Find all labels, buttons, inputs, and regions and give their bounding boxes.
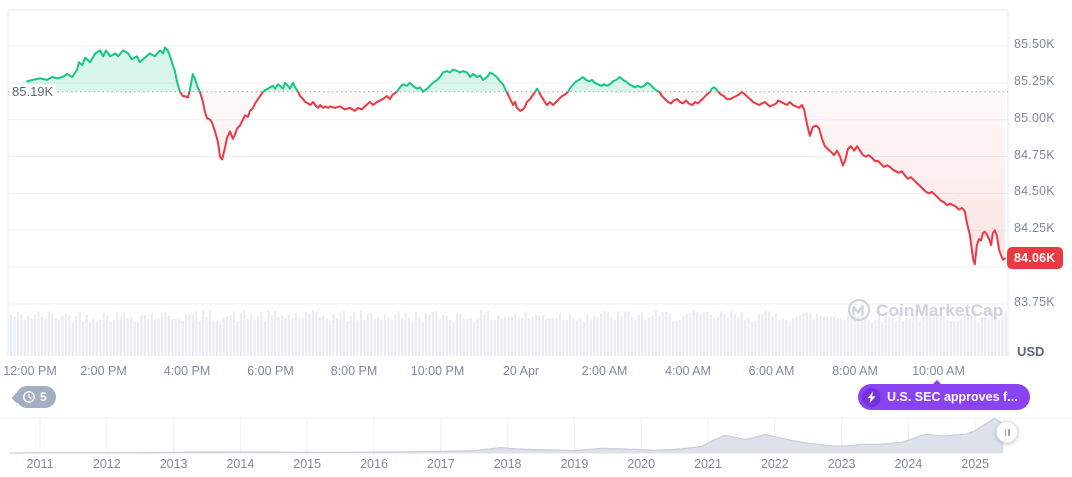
price-line-series <box>8 46 1008 266</box>
x-axis-label: 10:00 AM <box>912 364 965 378</box>
news-event-badge[interactable]: U.S. SEC approves f... <box>858 380 1030 410</box>
x-axis-label: 6:00 PM <box>247 364 294 378</box>
news-event-text: U.S. SEC approves f... <box>887 390 1018 404</box>
gridlines <box>7 9 1009 356</box>
timeline-year-label: 2017 <box>426 457 455 471</box>
y-axis-label: 84.75K <box>1014 147 1055 162</box>
coinmarketcap-watermark: CoinMarketCap <box>847 298 1003 322</box>
y-axis-label: 85.50K <box>1014 37 1055 51</box>
y-axis-label: 84.25K <box>1014 221 1055 236</box>
timeline-year-label: 2025 <box>961 457 990 471</box>
x-axis-label: 8:00 PM <box>330 364 378 378</box>
timeline-year-label: 2013 <box>159 457 188 471</box>
timeline-year-label: 2011 <box>26 457 54 471</box>
x-axis-label: 20 Apr <box>502 364 540 378</box>
price-chart-plot-area[interactable] <box>8 10 1008 356</box>
timeline-navigator <box>0 417 1072 454</box>
y-axis-label: 85.25K <box>1014 73 1055 88</box>
x-axis-label: 10:00 PM <box>410 364 465 378</box>
history-clock-icon <box>22 390 36 404</box>
x-axis-label: 8:00 AM <box>832 364 878 378</box>
timeline-year-label: 2012 <box>92 457 121 471</box>
timeline-year-label: 2019 <box>560 457 589 471</box>
timeline-brush-area[interactable] <box>8 418 1008 454</box>
timeline-year-label: 2014 <box>226 457 255 471</box>
timeline-drag-handle[interactable] <box>996 421 1018 443</box>
timeline-year-label: 2020 <box>627 457 656 471</box>
y-axis-label: 84.50K <box>1014 184 1055 199</box>
x-axis-label: 12:00 PM <box>3 364 57 378</box>
lightning-icon <box>862 387 881 407</box>
timeline-year-label: 2015 <box>293 457 322 471</box>
annotations-count-badge[interactable]: 5 <box>16 386 56 408</box>
x-axis-label: 6:00 AM <box>748 364 795 378</box>
baseline-price-label: 85.19K <box>10 84 57 99</box>
volume-bars <box>10 310 1007 356</box>
annotations-count: 5 <box>40 390 47 404</box>
x-axis-label: 4:00 PM <box>163 364 211 378</box>
timeline-year-label: 2018 <box>493 457 522 471</box>
x-axis-label: 2:00 AM <box>581 364 628 378</box>
x-axis-label: 2:00 PM <box>80 364 127 378</box>
timeline-year-label: 2024 <box>894 457 923 471</box>
last-price-badge: 84.06K <box>1007 247 1063 269</box>
currency-unit-label: USD <box>1017 344 1045 359</box>
timeline-year-label: 2021 <box>694 457 722 471</box>
timeline-year-label: 2023 <box>827 457 856 471</box>
svg-text:CoinMarketCap: CoinMarketCap <box>876 301 1003 320</box>
timeline-year-label: 2022 <box>760 457 789 471</box>
x-axis-label: 4:00 AM <box>665 364 711 378</box>
y-axis-label: 85.00K <box>1014 110 1055 125</box>
timeline-year-label: 2016 <box>360 457 388 471</box>
y-axis-label: 83.75K <box>1014 294 1055 309</box>
